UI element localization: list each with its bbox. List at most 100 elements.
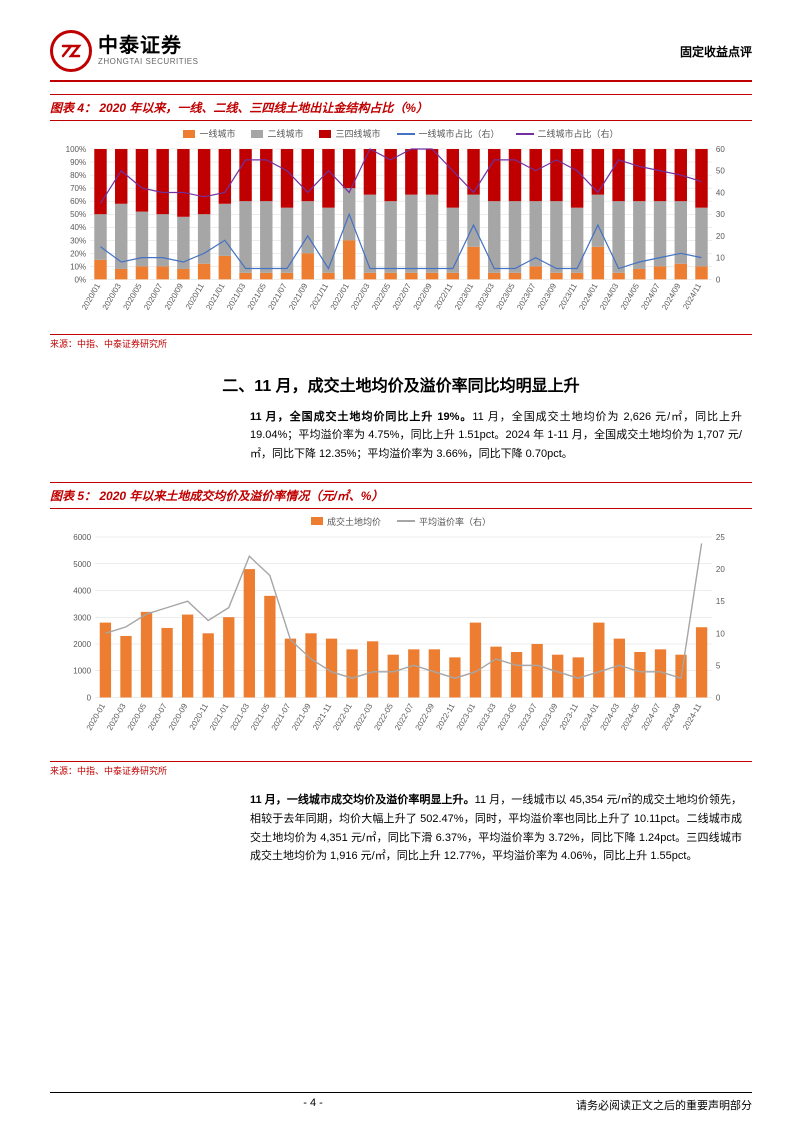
svg-text:2021-07: 2021-07 [270, 701, 293, 731]
svg-text:10%: 10% [70, 262, 86, 271]
svg-text:5: 5 [716, 661, 721, 670]
svg-text:2021/05: 2021/05 [246, 281, 269, 311]
svg-text:2024-09: 2024-09 [660, 701, 683, 731]
svg-text:40%: 40% [70, 223, 86, 232]
svg-text:2020/07: 2020/07 [142, 281, 165, 311]
svg-text:2023-09: 2023-09 [537, 701, 560, 731]
svg-text:2022-01: 2022-01 [331, 701, 354, 731]
legend-bar3: 三四线城市 [335, 127, 380, 140]
svg-text:2021/01: 2021/01 [204, 281, 227, 311]
svg-text:2022-11: 2022-11 [434, 701, 456, 731]
svg-text:2022/09: 2022/09 [412, 281, 435, 311]
svg-text:20%: 20% [70, 249, 86, 258]
svg-text:70%: 70% [70, 184, 86, 193]
svg-text:2022/11: 2022/11 [433, 281, 455, 311]
svg-text:2024/01: 2024/01 [577, 281, 600, 311]
svg-text:10: 10 [716, 629, 725, 638]
svg-text:40: 40 [716, 188, 725, 197]
svg-text:0: 0 [716, 693, 721, 702]
chart4-legend: 一线城市 二线城市 三四线城市 一线城市占比（右） 二线城市占比（右） [50, 127, 752, 140]
section2-para1: 11 月，全国成交土地均价同比上升 19%。11 月，全国成交土地均价为 2,6… [250, 408, 742, 464]
svg-text:2022-03: 2022-03 [352, 701, 375, 731]
svg-text:2020-05: 2020-05 [126, 701, 149, 731]
logo-icon [50, 30, 92, 72]
svg-text:2021/03: 2021/03 [225, 281, 248, 311]
para2-bold: 11 月，一线城市成交均价及溢价率明显上升。 [250, 794, 475, 806]
svg-text:10: 10 [716, 254, 725, 263]
footer-disclaimer: 请务必阅读正文之后的重要声明部分 [576, 1097, 752, 1113]
svg-text:2020-03: 2020-03 [105, 701, 128, 731]
legend5-line: 平均溢价率（右） [419, 515, 491, 528]
svg-text:4000: 4000 [73, 586, 91, 595]
svg-text:2023-11: 2023-11 [558, 701, 580, 731]
svg-text:2020/05: 2020/05 [121, 281, 144, 311]
svg-text:0: 0 [87, 693, 92, 702]
svg-text:2020-09: 2020-09 [167, 701, 190, 731]
para2: 11 月，一线城市成交均价及溢价率明显上升。11 月，一线城市以 45,354 … [250, 791, 742, 866]
page-footer: - 4 - 请务必阅读正文之后的重要声明部分 [50, 1092, 752, 1113]
svg-text:2023/11: 2023/11 [557, 281, 579, 311]
svg-text:2024-05: 2024-05 [619, 701, 642, 731]
svg-text:60: 60 [716, 145, 725, 154]
svg-text:2024/09: 2024/09 [660, 281, 683, 311]
legend-line1: 一线城市占比（右） [419, 127, 500, 140]
svg-text:2021/09: 2021/09 [287, 281, 310, 311]
svg-text:20: 20 [716, 232, 725, 241]
svg-text:2020-01: 2020-01 [85, 701, 108, 731]
svg-text:3000: 3000 [73, 613, 91, 622]
svg-text:100%: 100% [66, 145, 87, 154]
svg-text:2022/05: 2022/05 [370, 281, 393, 311]
svg-text:2022-05: 2022-05 [372, 701, 395, 731]
chart5-legend: 成交土地均价 平均溢价率（右） [50, 515, 752, 528]
svg-text:2024-03: 2024-03 [599, 701, 622, 731]
section2-title: 二、11 月，成交土地均价及溢价率同比均明显上升 [155, 372, 646, 396]
svg-text:2023-01: 2023-01 [455, 701, 478, 731]
svg-text:2024/07: 2024/07 [639, 281, 662, 311]
svg-text:2023/03: 2023/03 [474, 281, 497, 311]
svg-text:2023-07: 2023-07 [516, 701, 539, 731]
logo-text-cn: 中泰证券 [98, 36, 198, 56]
page-header: 中泰证券 ZHONGTAI SECURITIES 固定收益点评 [50, 30, 752, 82]
svg-text:2023-03: 2023-03 [475, 701, 498, 731]
svg-text:2021-01: 2021-01 [208, 701, 231, 731]
svg-text:2021/07: 2021/07 [266, 281, 289, 311]
svg-text:1000: 1000 [73, 666, 91, 675]
svg-text:2021-05: 2021-05 [249, 701, 272, 731]
svg-text:90%: 90% [70, 158, 86, 167]
svg-text:2021-11: 2021-11 [311, 701, 333, 731]
svg-text:2022/03: 2022/03 [349, 281, 372, 311]
chart4-source: 来源：中指、中泰证券研究所 [50, 334, 752, 350]
svg-text:2024/03: 2024/03 [598, 281, 621, 311]
svg-text:2020/09: 2020/09 [163, 281, 186, 311]
svg-text:5000: 5000 [73, 559, 91, 568]
legend-bar2: 二线城市 [267, 127, 303, 140]
page-number: - 4 - [303, 1097, 323, 1113]
svg-text:2021-03: 2021-03 [229, 701, 252, 731]
svg-text:2020-11: 2020-11 [188, 701, 210, 731]
svg-text:2021/11: 2021/11 [308, 281, 330, 311]
svg-text:2020/03: 2020/03 [101, 281, 124, 311]
chart5-title: 图表 5： 2020 年以来土地成交均价及溢价率情况（元/㎡、%） [50, 482, 752, 509]
svg-text:60%: 60% [70, 197, 86, 206]
svg-text:2023-05: 2023-05 [496, 701, 519, 731]
svg-text:2020-07: 2020-07 [146, 701, 169, 731]
svg-text:2023/07: 2023/07 [515, 281, 538, 311]
svg-text:80%: 80% [70, 171, 86, 180]
svg-text:2022-09: 2022-09 [414, 701, 437, 731]
svg-text:6000: 6000 [73, 533, 91, 542]
legend-line2: 二线城市占比（右） [538, 127, 619, 140]
logo-text-en: ZHONGTAI SECURITIES [98, 58, 198, 66]
svg-text:2021-09: 2021-09 [290, 701, 313, 731]
svg-text:2024/05: 2024/05 [619, 281, 642, 311]
legend5-bar: 成交土地均价 [327, 515, 381, 528]
legend-bar1: 一线城市 [199, 127, 235, 140]
svg-text:2022/01: 2022/01 [329, 281, 352, 311]
svg-text:20: 20 [716, 565, 725, 574]
svg-text:2022-07: 2022-07 [393, 701, 416, 731]
svg-text:2020/11: 2020/11 [184, 281, 206, 311]
svg-text:2023/01: 2023/01 [453, 281, 476, 311]
svg-text:15: 15 [716, 597, 725, 606]
chart4-title: 图表 4： 2020 年以来，一线、二线、三四线土地出让金结构占比（%） [50, 94, 752, 121]
svg-text:2024-11: 2024-11 [681, 701, 703, 731]
svg-text:25: 25 [716, 533, 725, 542]
